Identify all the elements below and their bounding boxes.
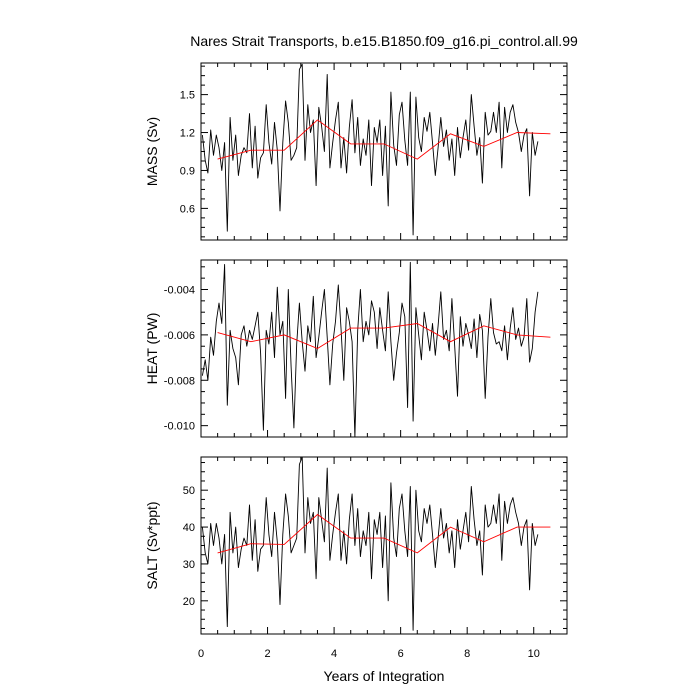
chart-title: Nares Strait Transports, b.e15.B1850.f09…	[190, 33, 578, 49]
y-axis-label: HEAT (PW)	[144, 313, 160, 385]
series-line-monthly	[201, 456, 539, 631]
series-line-annual	[217, 119, 551, 160]
panel-3: 20 30 40 50 SALT (Sv*ppt)	[144, 456, 568, 635]
series-line-annual	[217, 513, 551, 554]
y-tick-label: 20	[183, 596, 195, 608]
x-tick-label: 6	[398, 648, 404, 660]
x-axis-label: Years of Integration	[324, 668, 445, 684]
series-line-monthly	[201, 261, 539, 438]
y-tick-label: 40	[183, 522, 195, 534]
y-tick-label: 1.5	[180, 90, 195, 102]
y-tick-label: -0.004	[164, 285, 195, 297]
x-tick-label: 8	[464, 648, 470, 660]
x-tick-label: 2	[264, 648, 270, 660]
y-tick-label: -0.008	[164, 375, 195, 387]
x-tick-label: 0	[198, 648, 204, 660]
y-tick-label: 50	[183, 485, 195, 497]
y-tick-label: 30	[183, 559, 195, 571]
x-tick-label: 4	[331, 648, 337, 660]
y-tick-label: 0.6	[180, 203, 195, 215]
y-axis-label: MASS (Sv)	[144, 117, 160, 186]
panel-2: -0.010 -0.008 -0.006 -0.004 HEAT (PW)	[144, 259, 568, 438]
y-axis-label: SALT (Sv*ppt)	[144, 501, 160, 589]
x-tick-label: 10	[528, 648, 540, 660]
y-tick-label: -0.006	[164, 330, 195, 342]
series-line-annual	[217, 323, 551, 350]
y-tick-label: -0.010	[164, 421, 195, 433]
series-line-monthly	[201, 63, 539, 236]
plot-frame	[200, 259, 568, 438]
panel-1: 0.6 0.9 1.2 1.5 MASS (Sv)	[144, 62, 568, 241]
y-tick-label: 1.2	[180, 128, 195, 140]
y-tick-label: 0.9	[180, 165, 195, 177]
